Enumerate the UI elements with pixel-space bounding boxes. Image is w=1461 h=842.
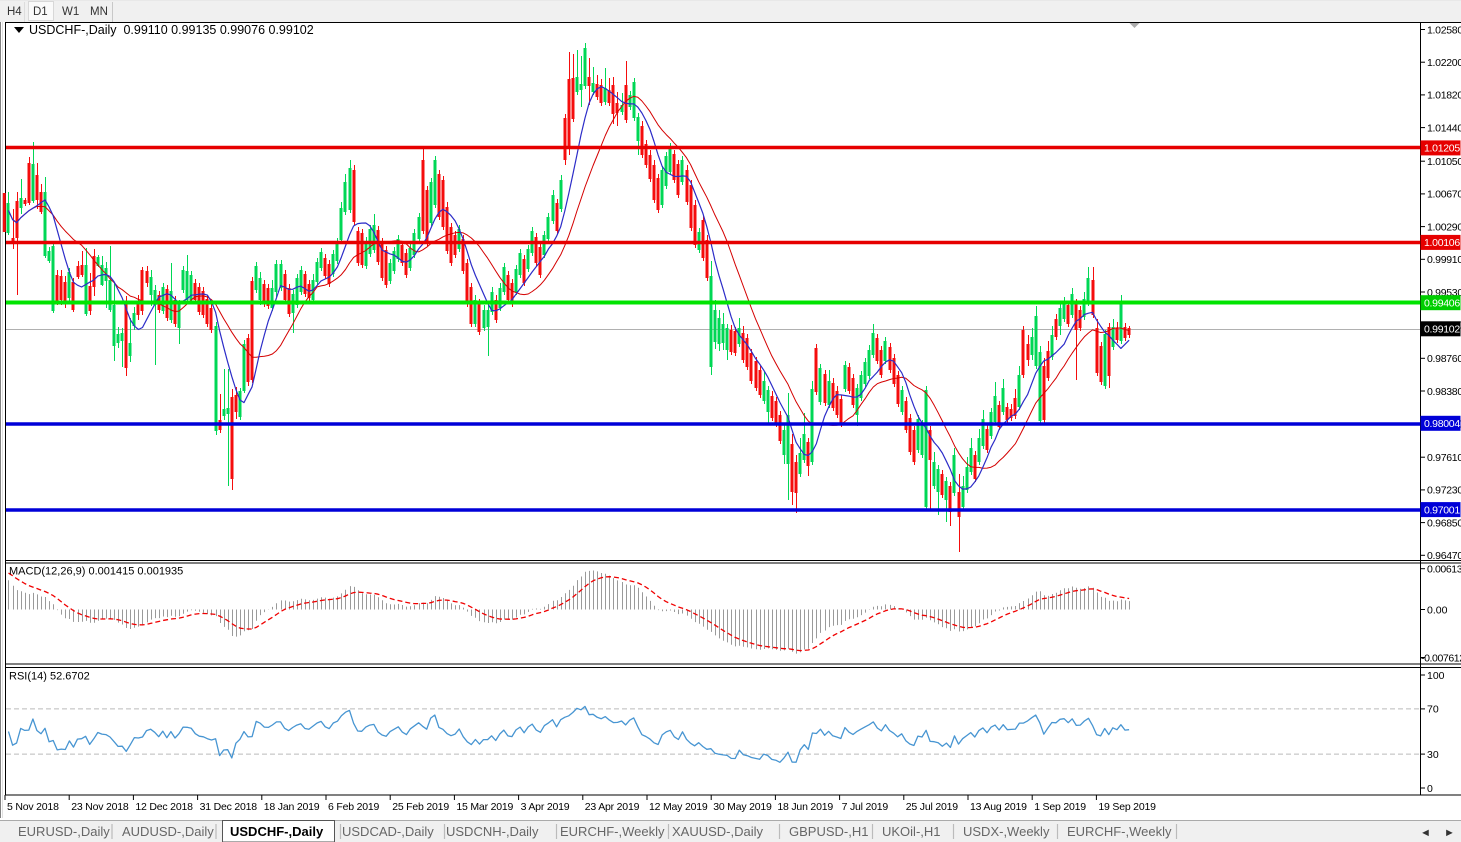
svg-text:0.98004: 0.98004 xyxy=(1424,418,1460,430)
svg-text:1.00290: 1.00290 xyxy=(1427,221,1461,233)
svg-text:-0.007612: -0.007612 xyxy=(1421,652,1461,664)
svg-text:12 May 2019: 12 May 2019 xyxy=(649,801,708,813)
svg-text:1.01820: 1.01820 xyxy=(1427,90,1461,102)
svg-text:1.01440: 1.01440 xyxy=(1427,122,1461,134)
svg-text:25 Jul 2019: 25 Jul 2019 xyxy=(906,801,958,813)
svg-text:18 Jun 2019: 18 Jun 2019 xyxy=(777,801,833,813)
svg-text:0.97610: 0.97610 xyxy=(1427,452,1461,464)
svg-text:USDCAD-,Daily: USDCAD-,Daily xyxy=(342,824,434,839)
svg-text:UKOil-,H1: UKOil-,H1 xyxy=(882,824,941,839)
svg-text:D1: D1 xyxy=(33,6,48,18)
svg-text:0.98380: 0.98380 xyxy=(1427,386,1461,398)
svg-text:70: 70 xyxy=(1427,704,1439,716)
svg-text:1.01205: 1.01205 xyxy=(1424,143,1460,155)
svg-text:0.99406: 0.99406 xyxy=(1424,298,1460,310)
svg-text:AUDUSD-,Daily: AUDUSD-,Daily xyxy=(122,824,214,839)
svg-text:►: ► xyxy=(1444,827,1455,839)
svg-text:EURCHF-,Weekly: EURCHF-,Weekly xyxy=(560,824,665,839)
svg-text:1.02580: 1.02580 xyxy=(1427,24,1461,36)
svg-text:1.01050: 1.01050 xyxy=(1427,156,1461,168)
svg-text:USDCHF-,Daily 0.99110 0.99135: USDCHF-,Daily 0.99110 0.99135 0.99076 0.… xyxy=(29,23,314,37)
svg-text:0.99910: 0.99910 xyxy=(1427,254,1461,266)
svg-text:GBPUSD-,H1: GBPUSD-,H1 xyxy=(789,824,868,839)
svg-text:H4: H4 xyxy=(7,6,22,18)
svg-text:3 Apr 2019: 3 Apr 2019 xyxy=(521,801,570,813)
svg-text:W1: W1 xyxy=(62,6,79,18)
svg-text:30: 30 xyxy=(1427,749,1439,761)
svg-text:USDCNH-,Daily: USDCNH-,Daily xyxy=(446,824,539,839)
svg-text:USDCHF-,Daily: USDCHF-,Daily xyxy=(230,824,324,839)
svg-text:◄: ◄ xyxy=(1420,827,1431,839)
svg-text:25 Feb 2019: 25 Feb 2019 xyxy=(392,801,449,813)
svg-text:100: 100 xyxy=(1427,670,1445,682)
svg-text:6 Feb 2019: 6 Feb 2019 xyxy=(328,801,379,813)
svg-text:MACD(12,26,9) 0.001415 0.00193: MACD(12,26,9) 0.001415 0.001935 xyxy=(9,566,183,578)
svg-text:19 Sep 2019: 19 Sep 2019 xyxy=(1098,801,1156,813)
svg-text:XAUUSD-,Daily: XAUUSD-,Daily xyxy=(672,824,764,839)
svg-text:31 Dec 2018: 31 Dec 2018 xyxy=(200,801,258,813)
svg-text:1.00106: 1.00106 xyxy=(1424,237,1460,249)
svg-text:5 Nov 2018: 5 Nov 2018 xyxy=(7,801,59,813)
svg-text:0: 0 xyxy=(1427,783,1433,795)
svg-text:0.97001: 0.97001 xyxy=(1424,504,1460,516)
svg-text:1 Sep 2019: 1 Sep 2019 xyxy=(1034,801,1086,813)
svg-text:RSI(14) 52.6702: RSI(14) 52.6702 xyxy=(9,671,90,683)
svg-text:EURCHF-,Weekly: EURCHF-,Weekly xyxy=(1067,824,1172,839)
svg-text:0.98760: 0.98760 xyxy=(1427,353,1461,365)
svg-text:0.97230: 0.97230 xyxy=(1427,485,1461,497)
svg-text:0.00: 0.00 xyxy=(1427,604,1448,616)
svg-text:7 Jul 2019: 7 Jul 2019 xyxy=(842,801,889,813)
svg-text:15 Mar 2019: 15 Mar 2019 xyxy=(456,801,513,813)
svg-text:23 Apr 2019: 23 Apr 2019 xyxy=(585,801,640,813)
svg-text:0.96850: 0.96850 xyxy=(1427,517,1461,529)
svg-text:0.96470: 0.96470 xyxy=(1427,550,1461,562)
svg-text:13 Aug 2019: 13 Aug 2019 xyxy=(970,801,1027,813)
svg-text:USDX-,Weekly: USDX-,Weekly xyxy=(963,824,1050,839)
svg-text:0.00613: 0.00613 xyxy=(1427,564,1461,576)
svg-text:0.99102: 0.99102 xyxy=(1424,324,1460,336)
svg-text:12 Dec 2018: 12 Dec 2018 xyxy=(135,801,193,813)
svg-text:MN: MN xyxy=(90,6,108,18)
svg-text:EURUSD-,Daily: EURUSD-,Daily xyxy=(18,824,110,839)
svg-text:30 May 2019: 30 May 2019 xyxy=(713,801,772,813)
svg-text:18 Jan 2019: 18 Jan 2019 xyxy=(264,801,320,813)
svg-text:1.02200: 1.02200 xyxy=(1427,57,1461,69)
svg-text:1.00670: 1.00670 xyxy=(1427,189,1461,201)
svg-text:23 Nov 2018: 23 Nov 2018 xyxy=(71,801,129,813)
